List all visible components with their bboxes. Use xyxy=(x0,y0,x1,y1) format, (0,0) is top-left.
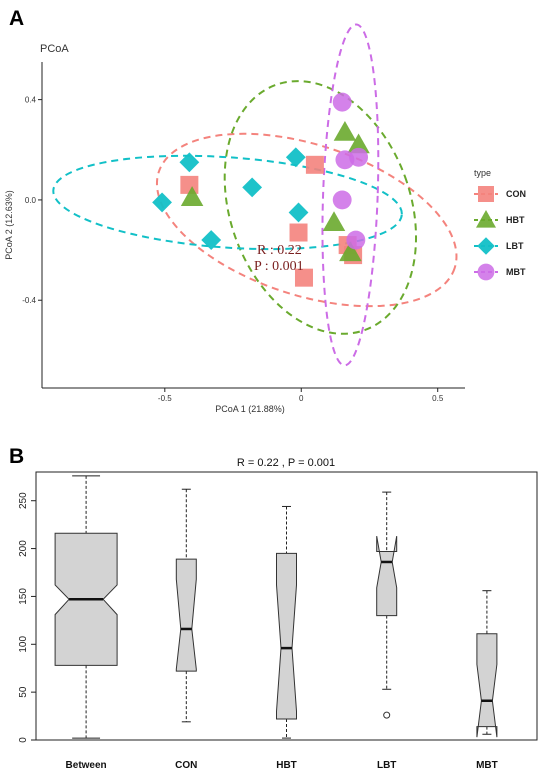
point-hbt xyxy=(322,211,346,232)
point-lbt xyxy=(242,177,263,198)
point-mbt xyxy=(346,230,366,250)
box-body xyxy=(276,552,297,720)
pcoa-y-tick-label: -0.4 xyxy=(22,296,36,305)
legend-label-mbt: MBT xyxy=(506,267,526,277)
boxplot-y-tick-label: 100 xyxy=(18,636,29,653)
boxplot-category-label: Between xyxy=(66,760,107,771)
boxplot-y-tick-label: 0 xyxy=(18,737,29,743)
point-lbt xyxy=(201,230,222,250)
pcoa-ellipses xyxy=(52,23,458,367)
boxplot-category-label: MBT xyxy=(476,760,498,771)
box-body xyxy=(175,558,197,672)
point-mbt xyxy=(332,190,352,210)
boxplot-y-tick-label: 150 xyxy=(18,588,29,605)
legend-marker-mbt xyxy=(477,263,495,281)
legend-marker-lbt xyxy=(477,237,495,255)
legend-marker-hbt xyxy=(476,210,496,228)
panel-b: B R = 0.22 , P = 0.001 0 50 100 150 200 250 B… xyxy=(9,445,538,771)
legend-marker-con xyxy=(478,186,494,202)
pcoa-axes: -0.5 0 0.5 -0.4 0.0 0.4 xyxy=(22,62,465,403)
panel-label-b: B xyxy=(9,445,24,468)
boxplot-y-tick-label: 200 xyxy=(18,540,29,557)
point-con xyxy=(289,223,308,242)
pcoa-r-annotation: R : 0.22 xyxy=(257,243,302,258)
outlier-point xyxy=(383,711,391,719)
box-hbt xyxy=(276,505,297,739)
pcoa-x-tick-label: 0 xyxy=(299,394,304,403)
box-body xyxy=(376,536,398,617)
boxplot-title: R = 0.22 , P = 0.001 xyxy=(237,457,335,469)
point-lbt xyxy=(152,192,172,213)
pcoa-y-axis-title: PCoA 2 (12.63%) xyxy=(4,190,14,260)
box-lbt xyxy=(376,491,398,719)
panel-label-a: A xyxy=(9,7,24,30)
point-con xyxy=(305,155,324,174)
pcoa-x-axis-title: PCoA 1 (21.88%) xyxy=(215,404,285,414)
boxplot-frame xyxy=(35,471,538,741)
point-mbt xyxy=(332,92,352,112)
boxplot-boxes: Between CON HBT LBT MBT xyxy=(54,475,498,771)
boxplot-y-tick-label: 50 xyxy=(18,686,29,698)
point-lbt xyxy=(285,147,306,168)
pcoa-y-tick-label: 0.0 xyxy=(25,196,37,205)
boxplot-axes: 0 50 100 150 200 250 xyxy=(18,471,538,743)
pcoa-y-tick-label: 0.4 xyxy=(25,96,37,105)
legend-label-hbt: HBT xyxy=(506,215,525,225)
pcoa-plot-title: PCoA xyxy=(40,43,69,55)
legend-label-lbt: LBT xyxy=(506,241,524,251)
pcoa-p-annotation: P : 0.001 xyxy=(254,259,304,274)
boxplot-category-label: HBT xyxy=(276,760,297,771)
pcoa-x-tick-label: -0.5 xyxy=(158,394,172,403)
point-hbt xyxy=(333,120,357,141)
pcoa-x-tick-label: 0.5 xyxy=(432,394,444,403)
legend-title: type xyxy=(474,168,491,178)
box-mbt xyxy=(476,590,498,738)
boxplot-category-label: LBT xyxy=(377,760,396,771)
boxplot-category-label: CON xyxy=(175,760,197,771)
point-hbt xyxy=(339,241,362,262)
boxplot-y-tick-label: 250 xyxy=(18,492,29,509)
ellipse-con xyxy=(155,132,458,308)
ellipse-lbt xyxy=(52,154,403,251)
point-lbt xyxy=(179,152,200,173)
pcoa-points xyxy=(152,92,370,287)
point-lbt xyxy=(288,202,309,223)
point-hbt xyxy=(347,133,370,154)
ellipse-mbt xyxy=(321,23,380,367)
panel-a: A PCoA -0.5 0 0.5 -0.4 0.0 0.4 R : 0.22 P : 0… xyxy=(4,7,526,414)
ellipse-hbt xyxy=(223,80,418,335)
legend-label-con: CON xyxy=(506,189,526,199)
point-con xyxy=(294,268,313,287)
point-mbt xyxy=(335,150,355,170)
box-between xyxy=(54,475,118,739)
box-body xyxy=(476,633,498,738)
point-hbt xyxy=(180,186,204,206)
box-con xyxy=(175,488,197,723)
legend: CON HBT LBT MBT xyxy=(474,186,526,281)
